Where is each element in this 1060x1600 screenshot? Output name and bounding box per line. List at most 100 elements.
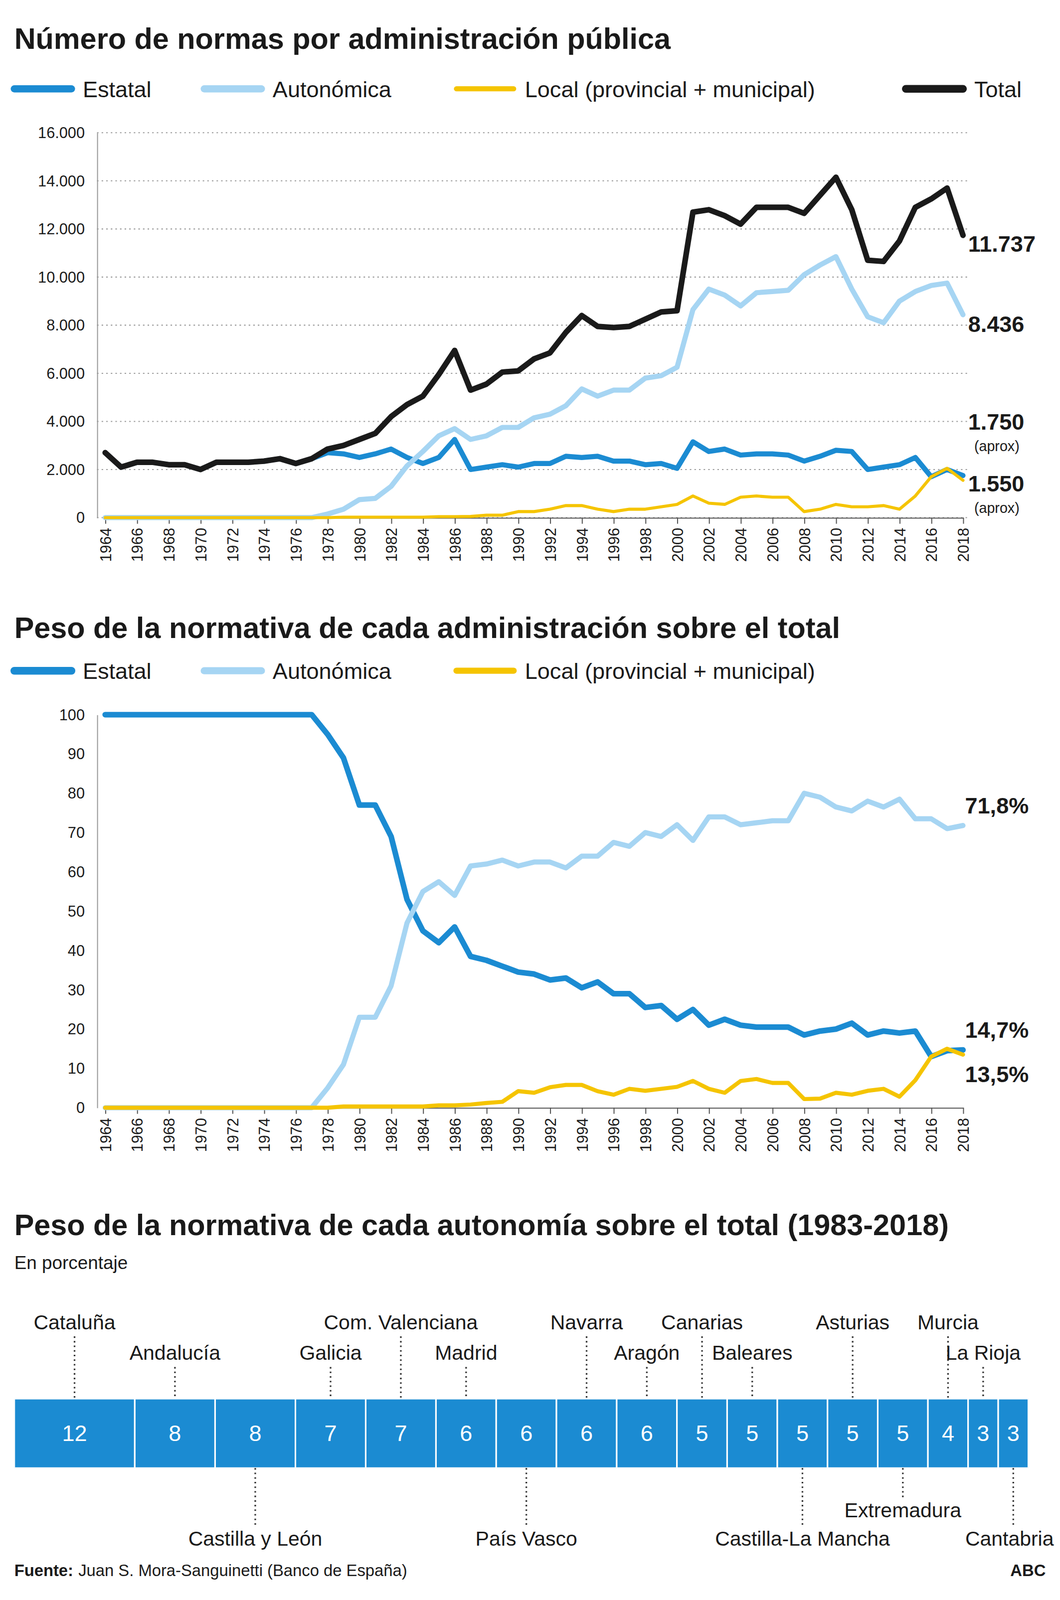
tick-label: 1970: [192, 1118, 210, 1153]
legend-swatch: [14, 667, 72, 675]
category-label: Galicia: [299, 1341, 362, 1365]
leader-line: [801, 1468, 804, 1527]
annotation-note: (aprox): [974, 438, 1020, 455]
category-label: Cataluña: [33, 1311, 116, 1335]
tick-mark: [454, 517, 456, 524]
tick-mark: [518, 1107, 520, 1114]
series-line: [105, 177, 963, 470]
tick-mark: [962, 1107, 964, 1114]
tick-mark: [486, 517, 488, 524]
tick-label: 2000: [669, 528, 687, 562]
tick-mark: [899, 517, 901, 524]
category-label: Asturias: [815, 1311, 890, 1335]
tick-label: 6.000: [46, 364, 85, 383]
data-label: 6: [580, 1420, 593, 1447]
tick-label: 14.000: [37, 172, 85, 190]
tick: 1988: [478, 1107, 496, 1153]
tick: 2014: [891, 517, 909, 562]
grid-line: [97, 132, 971, 134]
category-label: Navarra: [550, 1311, 624, 1335]
axis-line: [97, 715, 99, 1109]
tick: 1986: [446, 517, 465, 562]
plot-area: [105, 714, 963, 1109]
data-label: 3: [976, 1420, 990, 1447]
x-axis: 1964196619681970197219741976197819801982…: [97, 517, 973, 562]
tick-label: 1990: [510, 528, 528, 562]
tick-label: 1982: [382, 1118, 401, 1153]
legend-item: Total: [905, 76, 1022, 103]
tick-label: 2014: [891, 1118, 909, 1153]
tick-mark: [613, 517, 615, 524]
tick: 2016: [922, 1107, 941, 1153]
tick-mark: [677, 1107, 679, 1114]
tick-mark: [740, 517, 742, 524]
tick-label: 70: [67, 824, 85, 842]
tick: 1964: [97, 517, 115, 562]
tick-label: 16.000: [37, 124, 85, 142]
tick-label: 1988: [478, 528, 496, 562]
tick-label: 2002: [700, 528, 718, 562]
tick: 8.000: [46, 316, 97, 335]
tick-label: 1992: [541, 528, 560, 562]
tick-mark: [836, 1107, 838, 1114]
tick: 1966: [128, 517, 147, 562]
annotation: 71,8%: [965, 793, 1030, 819]
tick: 2012: [859, 517, 878, 562]
source: Fuente:Juan S. Mora-Sanguinetti (Banco d…: [14, 1561, 408, 1581]
category-label: Castilla y León: [188, 1527, 323, 1551]
tick: 2018: [954, 517, 973, 562]
tick: 2002: [700, 1107, 718, 1153]
tick-label: 2018: [954, 528, 973, 562]
legend-swatch: [456, 668, 515, 675]
legend-label: Total: [974, 76, 1022, 103]
tick-label: 2000: [669, 1118, 687, 1153]
tick-label: 1986: [446, 1118, 465, 1153]
tick-mark: [772, 517, 774, 524]
tick-label: 1966: [128, 1118, 147, 1153]
leader-line: [982, 1367, 984, 1400]
tick: 50: [67, 902, 98, 921]
leader-line: [399, 1336, 402, 1400]
tick: 2018: [954, 1107, 973, 1153]
tick: 10: [67, 1060, 98, 1078]
legend-item: Local (provincial + municipal): [456, 76, 816, 103]
tick-label: 10.000: [37, 268, 85, 287]
data-label: 6: [459, 1420, 473, 1447]
tick: 2004: [732, 517, 750, 562]
tick-label: 2006: [764, 528, 782, 562]
tick: 1984: [414, 1107, 433, 1153]
tick: 12.000: [37, 220, 98, 238]
grid-line: [97, 276, 971, 278]
data-label: 6: [520, 1420, 533, 1447]
tick-label: 1982: [382, 528, 401, 562]
leader-line: [701, 1336, 703, 1400]
tick-label: 40: [67, 942, 85, 960]
tick: 0: [76, 1099, 98, 1117]
chart-title: Peso de la normativa de cada administrac…: [14, 611, 841, 645]
leader-line: [646, 1367, 648, 1400]
tick: 1972: [224, 517, 242, 562]
tick: 1998: [637, 517, 655, 562]
bar-segment: [827, 1399, 879, 1469]
annotation: 1.750: [968, 409, 1025, 435]
tick: 1972: [224, 1107, 242, 1153]
grid-line: [97, 228, 971, 230]
tick-mark: [899, 1107, 901, 1114]
source-label: Fuente:: [14, 1561, 74, 1581]
tick-label: 1978: [319, 528, 338, 562]
tick-label: 0: [76, 509, 85, 527]
tick: 1998: [637, 1107, 655, 1153]
tick-label: 2002: [700, 1118, 718, 1153]
tick-label: 1996: [605, 1118, 623, 1153]
legend-item: Autonómica: [204, 76, 392, 103]
legend-label: Local (provincial + municipal): [525, 76, 816, 103]
tick: 1970: [192, 517, 210, 562]
legend-label: Estatal: [82, 658, 152, 685]
plot-area: [105, 177, 963, 519]
tick-label: 1986: [446, 528, 465, 562]
tick: 20: [67, 1020, 98, 1039]
tick-mark: [486, 1107, 488, 1114]
tick: 1974: [255, 1107, 274, 1153]
tick-mark: [645, 517, 647, 524]
tick-label: 1972: [224, 528, 242, 562]
